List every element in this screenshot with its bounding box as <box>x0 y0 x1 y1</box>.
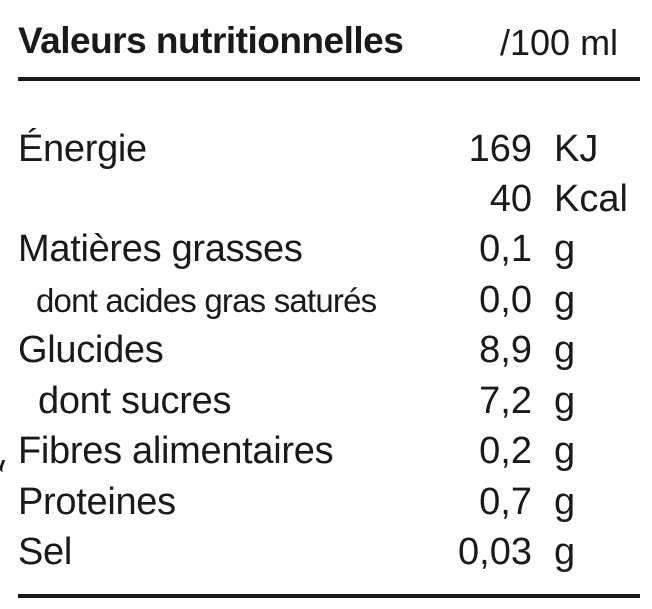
nutrient-value: 7,2 <box>479 380 532 422</box>
nutrient-row-carbohydrates: Glucides 8,9 g <box>0 329 652 379</box>
nutrient-row-protein: Proteines 0,7 g <box>0 481 652 531</box>
label-title: Valeurs nutritionnelles <box>18 20 404 61</box>
nutrient-name: dont acides gras saturés <box>36 282 377 319</box>
nutrient-value: 169 <box>468 128 532 170</box>
nutrient-name: Sel <box>18 531 73 573</box>
nutrient-row-salt: Sel 0,03 g <box>0 531 652 581</box>
serving-basis: /100 ml <box>500 22 619 63</box>
nutrient-value: 0,0 <box>479 279 532 321</box>
nutrient-row-energy-kcal: 40 Kcal <box>0 178 652 228</box>
nutrient-unit: Kcal <box>554 178 628 220</box>
nutrient-name: Énergie <box>18 128 147 170</box>
bottom-divider <box>18 594 640 598</box>
nutrient-name: Proteines <box>18 481 176 523</box>
top-divider <box>18 77 640 81</box>
nutrient-value: 40 <box>489 178 532 220</box>
nutrient-unit: g <box>554 329 576 371</box>
nutrient-row-saturated-fat: dont acides gras saturés 0,0 g <box>0 279 652 329</box>
nutrient-name: Glucides <box>18 329 164 371</box>
nutrient-value: 0,1 <box>479 228 532 270</box>
nutrient-unit: g <box>554 380 576 422</box>
nutrient-row-sugars: dont sucres 7,2 g <box>0 380 652 430</box>
nutrient-row-fat: Matières grasses 0,1 g <box>0 228 652 278</box>
nutrient-unit: g <box>554 481 576 523</box>
nutrient-value: 0,2 <box>479 430 532 472</box>
nutrient-value: 0,7 <box>479 481 532 523</box>
nutrient-name: dont sucres <box>38 380 232 422</box>
nutrient-row-energy-kj: Énergie 169 KJ <box>0 128 652 178</box>
nutrient-row-fibre: Fibres alimentaires 0,2 g <box>0 430 652 480</box>
nutrient-unit: g <box>554 228 576 270</box>
nutrient-unit: g <box>554 279 576 321</box>
nutrient-name: Fibres alimentaires <box>18 430 334 472</box>
nutrient-value: 0,03 <box>458 531 532 573</box>
nutrient-unit: g <box>554 531 576 573</box>
nutrient-value: 8,9 <box>479 329 532 371</box>
nutrient-unit: g <box>554 430 576 472</box>
nutrient-name: Matières grasses <box>18 228 303 270</box>
nutrient-unit: KJ <box>554 128 599 170</box>
